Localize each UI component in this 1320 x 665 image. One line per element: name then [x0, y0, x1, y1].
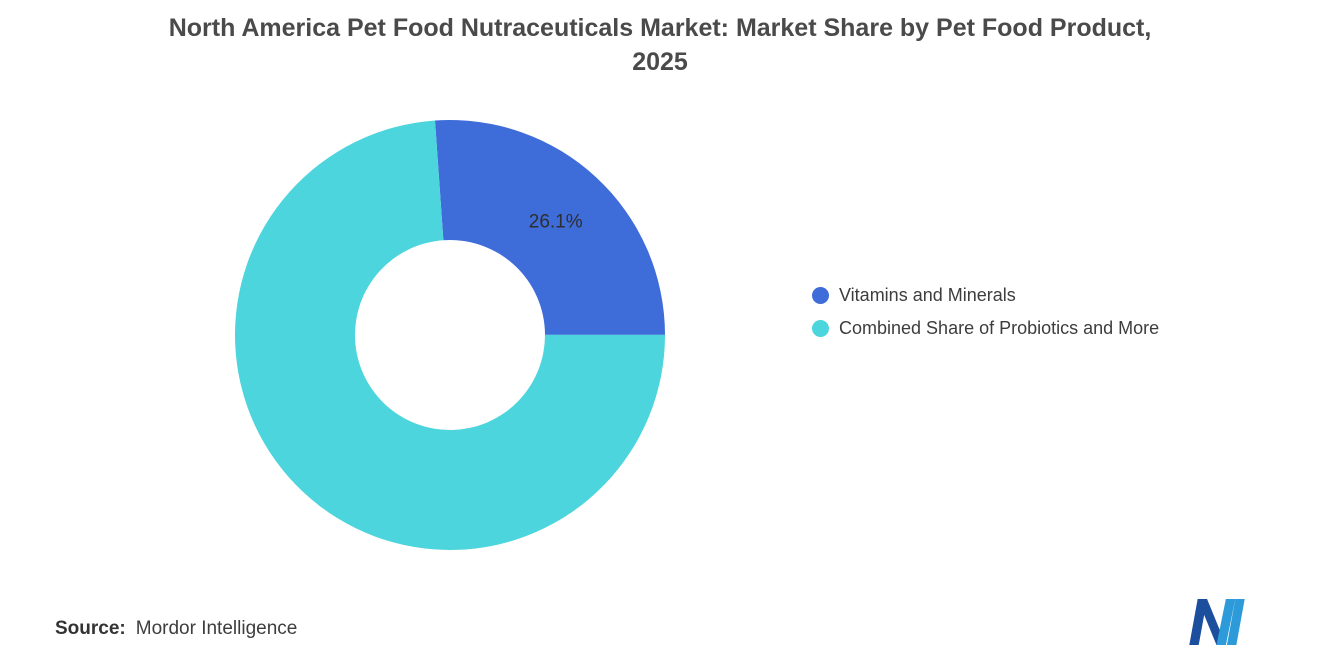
donut-slice-1[interactable]	[235, 120, 666, 550]
legend-item-vitamins-and-minerals[interactable]: Vitamins and Minerals	[812, 285, 1159, 306]
chart-legend: Vitamins and Minerals Combined Share of …	[812, 285, 1159, 339]
slice-data-label: 26.1%	[529, 212, 583, 233]
source-text: Mordor Intelligence	[135, 618, 298, 639]
source-label: Source:	[55, 618, 126, 639]
legend-marker-icon	[812, 287, 829, 304]
mordor-intelligence-logo	[1189, 599, 1245, 645]
legend-label: Vitamins and Minerals	[839, 285, 1016, 305]
donut-slice-0[interactable]	[435, 119, 665, 335]
legend-item-combined-share[interactable]: Combined Share of Probiotics and More	[812, 318, 1159, 339]
chart-title: North America Pet Food Nutraceuticals Ma…	[168, 14, 1152, 76]
legend-marker-icon	[812, 320, 829, 337]
legend-label: Combined Share of Probiotics and More	[839, 318, 1160, 338]
source-line: Source: Mordor Intelligence	[55, 618, 297, 640]
